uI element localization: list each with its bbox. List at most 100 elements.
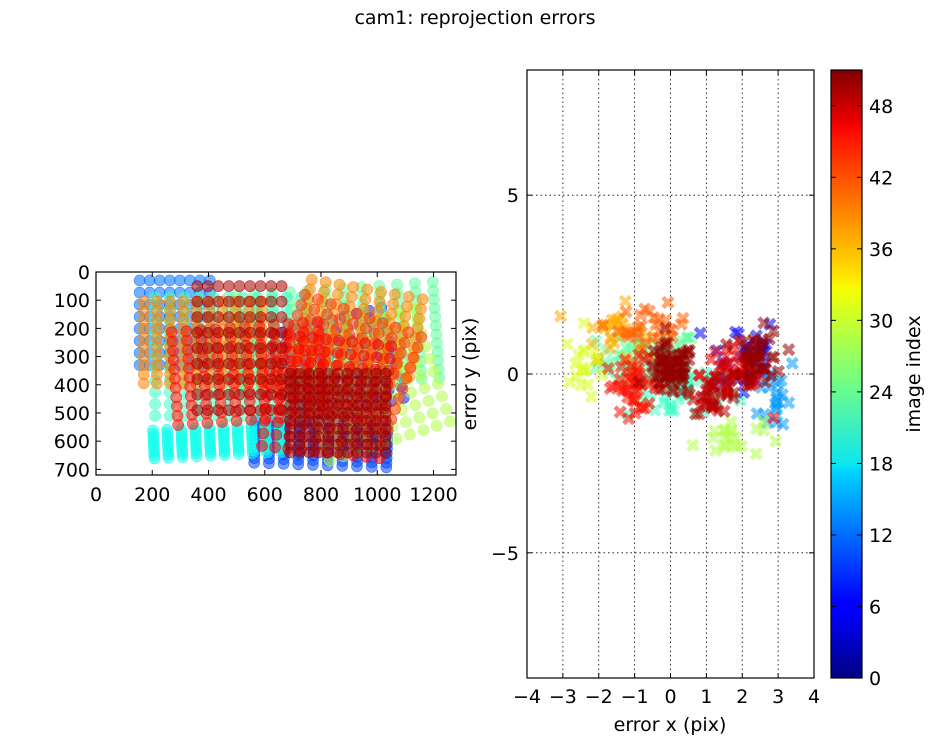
right-point: [692, 368, 706, 382]
left-point: [414, 369, 427, 382]
right-point: [719, 337, 734, 352]
left-point: [389, 288, 401, 301]
right-point: [576, 344, 591, 359]
left-point: [191, 404, 204, 416]
left-point: [223, 373, 235, 385]
left-point: [371, 351, 383, 364]
left-point: [162, 452, 175, 464]
colorbar-tick-label: 30: [869, 310, 893, 332]
left-point: [373, 295, 386, 308]
left-point: [372, 338, 384, 351]
left-point: [385, 340, 398, 352]
right-point: [603, 341, 617, 355]
left-point: [212, 342, 225, 354]
left-point: [151, 377, 163, 390]
left-y-tick-label: 700: [54, 459, 90, 481]
left-point: [212, 388, 225, 401]
left-point: [393, 393, 405, 405]
left-point: [436, 390, 448, 403]
left-point: [384, 352, 396, 365]
right-point: [642, 304, 656, 318]
left-point: [304, 357, 317, 369]
left-point: [254, 404, 267, 416]
left-point: [347, 281, 360, 293]
right-y-tick-label: 5: [507, 185, 519, 207]
left-point: [413, 312, 425, 325]
right-point: [757, 316, 771, 330]
left-point: [428, 365, 440, 378]
left-point: [444, 415, 456, 428]
right-x-tick-label: −4: [513, 686, 541, 708]
right-point: [581, 378, 595, 392]
y-axis-label: error y (pix): [459, 318, 481, 431]
left-grid-13: [284, 367, 392, 459]
left-point: [186, 418, 199, 430]
right-point: [735, 336, 749, 350]
left-point: [404, 428, 416, 441]
left-point: [148, 452, 161, 465]
left-point: [275, 280, 288, 292]
left-point: [330, 323, 343, 336]
right-point: [635, 401, 650, 416]
left-point: [385, 308, 398, 320]
right-cluster-6: [686, 414, 783, 461]
left-point: [212, 280, 225, 292]
left-point: [292, 343, 305, 355]
left-x-tick-label: 400: [190, 484, 226, 506]
left-point: [423, 353, 436, 365]
left-point-layer: [133, 273, 456, 474]
right-point: [708, 443, 723, 457]
colorbar-tick-label: 48: [869, 96, 893, 118]
colorbar-tick-label: 12: [869, 525, 893, 547]
left-point: [245, 414, 257, 426]
right-point: [611, 314, 625, 328]
left-point: [308, 303, 320, 316]
right-point: [631, 362, 646, 376]
left-point: [233, 357, 246, 370]
left-point: [402, 291, 415, 303]
right-point: [651, 368, 666, 382]
left-point: [408, 351, 420, 364]
left-point: [350, 307, 363, 320]
left-point: [191, 326, 204, 339]
left-point: [361, 283, 374, 296]
left-point: [299, 288, 311, 301]
left-point: [400, 416, 412, 428]
left-point: [375, 286, 387, 298]
left-point: [143, 274, 156, 287]
left-point: [426, 407, 439, 420]
right-cluster-12: [682, 359, 735, 421]
left-point: [191, 295, 204, 308]
left-point: [265, 280, 277, 292]
left-y-tick-label: 400: [54, 375, 90, 397]
right-point: [603, 381, 617, 395]
left-point: [254, 342, 267, 354]
right-point: [711, 403, 725, 418]
left-point: [254, 280, 267, 292]
left-point: [372, 327, 385, 340]
left-point: [201, 388, 214, 401]
left-point: [212, 404, 225, 416]
left-point: [411, 341, 424, 354]
right-point: [611, 325, 625, 339]
right-point: [700, 389, 714, 403]
right-point: [639, 336, 653, 350]
right-point: [692, 407, 706, 421]
right-point: [675, 354, 689, 368]
left-y-tick-label: 200: [54, 318, 90, 340]
left-point: [223, 280, 235, 292]
colorbar-tick-label: 36: [869, 239, 893, 261]
right-point: [655, 353, 669, 367]
left-x-tick-label: 1000: [353, 484, 401, 506]
left-point: [254, 388, 267, 401]
right-point: [633, 308, 647, 322]
left-point: [399, 310, 412, 323]
left-point: [173, 274, 186, 287]
left-point: [191, 311, 204, 323]
left-point: [254, 357, 267, 370]
left-point: [201, 373, 214, 385]
left-point: [223, 404, 235, 416]
right-point: [686, 438, 700, 452]
left-point: [400, 372, 413, 385]
left-point: [201, 311, 214, 323]
